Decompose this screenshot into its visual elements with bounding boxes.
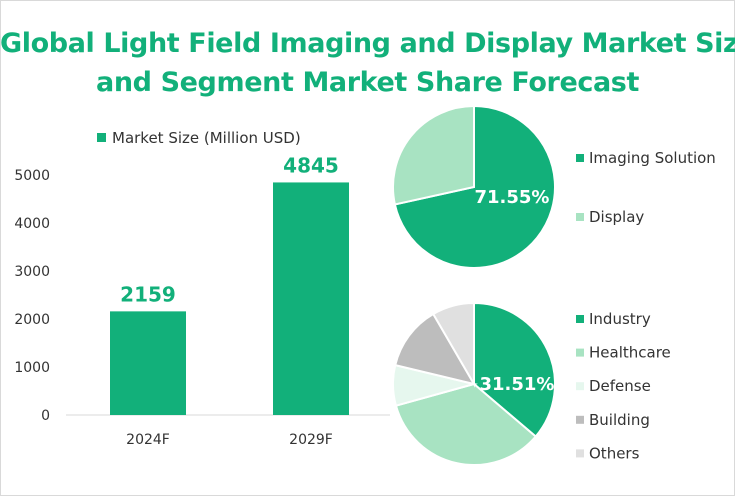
- bar-2029F: [273, 182, 349, 415]
- pie-legend-top: Imaging Solution Display: [576, 149, 716, 226]
- legend-label: Healthcare: [589, 344, 671, 362]
- y-tick-label: 4000: [14, 216, 50, 232]
- pie-slice-display: [392, 104, 475, 206]
- legend-swatch: [576, 213, 584, 221]
- pie-highlight-label: 31.51%: [480, 374, 555, 395]
- legend-swatch: [576, 449, 584, 458]
- bar-legend-label: Market Size (Million USD): [112, 129, 301, 147]
- legend-swatch: [576, 382, 584, 391]
- legend-label: Others: [589, 444, 640, 462]
- y-tick-label: 1000: [14, 360, 50, 376]
- y-tick-label: 5000: [14, 168, 50, 184]
- y-tick-label: 3000: [14, 264, 50, 280]
- bar-2024F: [110, 311, 186, 415]
- legend-swatch: [576, 415, 584, 424]
- pie-chart-bottom: 31.51%: [392, 301, 556, 466]
- legend-swatch: [576, 315, 584, 323]
- legend-label: Display: [589, 208, 644, 226]
- legend-label: Defense: [589, 377, 651, 395]
- legend-label: Building: [589, 411, 650, 429]
- y-tick-label: 2000: [14, 312, 50, 328]
- pie-slice-healthcare: [394, 382, 538, 466]
- chart-title: Global Light Field Imaging and Display M…: [0, 24, 735, 102]
- legend-label: Industry: [589, 310, 651, 328]
- x-tick-label: 2024F: [126, 432, 170, 448]
- y-tick-label: 0: [41, 408, 50, 424]
- bar-legend-swatch: [97, 133, 106, 142]
- chart-title-line-1: Global Light Field Imaging and Display M…: [0, 28, 735, 59]
- legend-label: Imaging Solution: [589, 149, 716, 167]
- pie-chart-top: 71.55%: [392, 104, 556, 269]
- pie-highlight-label: 71.55%: [475, 187, 550, 208]
- bar-data-label: 2159: [120, 282, 176, 306]
- legend-swatch: [576, 154, 584, 162]
- pie-slice-others: [431, 301, 475, 388]
- bar-series: 2159 4845: [110, 153, 349, 415]
- pie-slice-industry: [473, 301, 556, 438]
- x-axis-labels: 2024F 2029F: [126, 432, 333, 448]
- x-tick-label: 2029F: [289, 432, 333, 448]
- legend-swatch: [576, 348, 584, 357]
- pie-slice-building: [394, 312, 477, 386]
- y-axis-ticks: 0 1000 2000 3000 4000 5000: [14, 168, 50, 424]
- chart-title-line-2: and Segment Market Share Forecast: [96, 67, 639, 98]
- bar-data-label: 4845: [283, 153, 339, 177]
- pie-legend-bottom: Industry Healthcare Defense Building Others: [576, 310, 671, 462]
